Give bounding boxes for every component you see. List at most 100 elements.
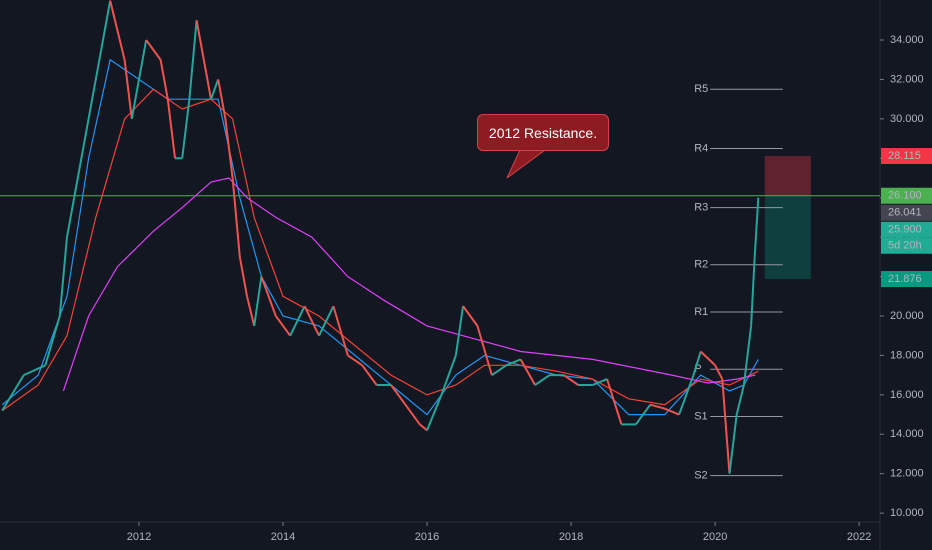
price-segment xyxy=(246,296,256,327)
price-segment xyxy=(145,39,162,61)
price-segment xyxy=(592,378,608,386)
price-segment xyxy=(742,325,753,386)
price-segment xyxy=(332,305,349,356)
y-tick-label: 20.000 xyxy=(890,310,924,322)
price-segment xyxy=(73,118,90,198)
price-segment xyxy=(505,358,522,367)
y-tick-label: 10.000 xyxy=(890,507,924,519)
price-segment xyxy=(303,305,320,337)
price-label-bg xyxy=(881,148,932,165)
price-segment xyxy=(750,256,756,326)
price-segment xyxy=(65,197,76,238)
pivot-label: R3 xyxy=(694,201,708,213)
pivot-label: R4 xyxy=(694,142,708,154)
position-stop xyxy=(764,195,811,280)
price-segment xyxy=(202,59,212,100)
price-segment xyxy=(347,354,363,367)
price-segment xyxy=(195,20,205,60)
price-segment xyxy=(534,374,551,386)
price-segment xyxy=(650,403,665,410)
price-segment xyxy=(491,364,507,376)
price-segment xyxy=(210,79,220,100)
y-tick-label: 14.000 xyxy=(890,428,924,440)
price-segment xyxy=(217,79,227,120)
pivot-label: S1 xyxy=(694,410,707,422)
y-tick-label: 32.000 xyxy=(890,73,924,85)
countdown-bg xyxy=(881,237,932,254)
position-target xyxy=(764,156,811,196)
y-tick-label: 18.000 xyxy=(890,349,924,361)
price-segment xyxy=(260,276,277,317)
price-segment xyxy=(721,379,731,474)
countdown: 5d 20h xyxy=(888,240,922,252)
price-segment xyxy=(138,39,148,80)
price-label: 26.100 xyxy=(888,190,922,202)
price-segment xyxy=(606,378,623,425)
price-label-bg xyxy=(881,187,932,204)
annotation: 2012 Resistance. xyxy=(477,114,609,151)
price-segment xyxy=(123,59,133,119)
price-segment xyxy=(23,364,46,377)
price-label: 28.115 xyxy=(888,150,921,162)
price-segment xyxy=(440,355,457,396)
price-segment xyxy=(109,0,126,60)
price-segment xyxy=(699,350,716,367)
price-segment xyxy=(635,404,652,426)
x-tick-label: 2016 xyxy=(415,531,439,543)
price-segment xyxy=(678,374,695,415)
y-tick-label: 16.000 xyxy=(890,389,924,401)
price-segment xyxy=(390,384,407,406)
price-segment xyxy=(44,315,61,366)
price-segment xyxy=(476,325,493,376)
price-segment xyxy=(664,407,680,416)
price-label: 25.900 xyxy=(888,224,922,236)
price-segment xyxy=(275,315,292,337)
price-label-bg xyxy=(881,204,932,221)
price-segment xyxy=(231,177,241,257)
price-segment xyxy=(728,414,738,474)
price-segment xyxy=(454,305,465,356)
x-tick-label: 2018 xyxy=(559,531,583,543)
price-segment xyxy=(426,394,443,431)
x-tick-label: 2020 xyxy=(703,531,727,543)
price-segment xyxy=(188,20,198,100)
price-segment xyxy=(419,423,428,432)
price-segment xyxy=(58,237,68,317)
price-segment xyxy=(238,256,248,297)
price-label: 21.876 xyxy=(888,273,922,285)
pivot-label: R1 xyxy=(694,306,708,318)
moving-average xyxy=(1,88,759,412)
x-tick-label: 2022 xyxy=(847,531,871,543)
y-tick-label: 12.000 xyxy=(890,468,924,480)
price-label-bg xyxy=(881,271,932,288)
price-segment xyxy=(404,404,421,426)
price-segment xyxy=(735,384,745,415)
price-segment xyxy=(181,99,191,159)
price-segment xyxy=(318,305,335,337)
price-segment xyxy=(159,59,169,100)
y-tick-label: 34.000 xyxy=(890,34,924,46)
pivot-label: R5 xyxy=(694,83,708,95)
price-label: 26.041 xyxy=(888,207,922,219)
callout-tail xyxy=(506,149,547,179)
price-segment xyxy=(101,0,112,41)
price-segment xyxy=(1,374,25,412)
price-segment xyxy=(130,79,140,120)
moving-average xyxy=(62,177,756,392)
price-segment xyxy=(563,374,579,386)
price-segment xyxy=(361,364,378,386)
price-segment xyxy=(166,99,176,159)
price-segment xyxy=(714,364,724,380)
pivot-label: S2 xyxy=(694,470,707,482)
x-tick-label: 2014 xyxy=(271,531,295,543)
price-segment xyxy=(87,39,104,120)
x-tick-label: 2012 xyxy=(127,531,151,543)
pivot-label: R2 xyxy=(694,259,708,271)
price-label-bg xyxy=(881,221,932,238)
moving-average xyxy=(1,58,759,416)
price-segment xyxy=(462,305,479,327)
price-segment xyxy=(692,351,702,376)
price-segment xyxy=(224,118,234,179)
